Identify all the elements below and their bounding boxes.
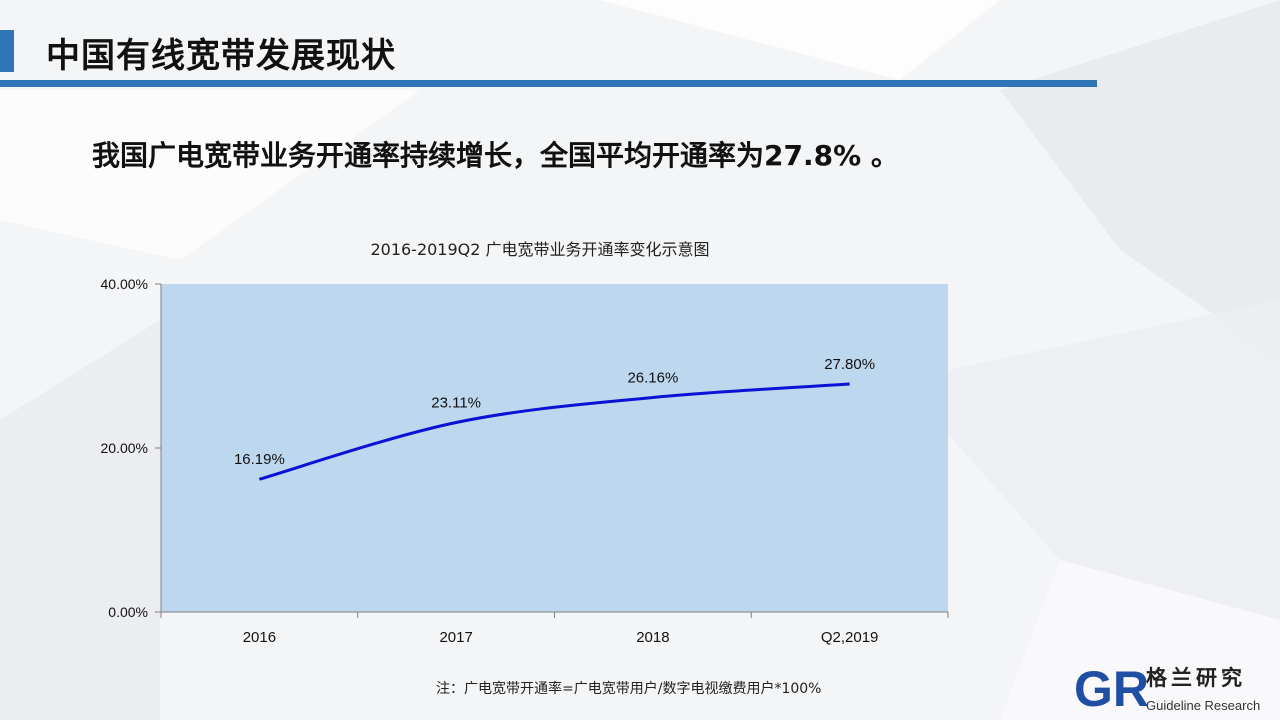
y-tick-label: 40.00%: [101, 276, 148, 292]
y-tick-label: 20.00%: [101, 440, 148, 456]
data-label: 23.11%: [431, 394, 481, 411]
y-tick-label: 0.00%: [108, 604, 148, 620]
data-label: 16.19%: [234, 451, 285, 468]
x-tick-label: 2016: [243, 629, 276, 646]
data-label: 26.16%: [627, 369, 678, 386]
logo-chinese-name: 格兰研究: [1146, 666, 1246, 690]
chart-title: 2016-2019Q2 广电宽带业务开通率变化示意图: [370, 240, 710, 259]
headline-text: 我国广电宽带业务开通率持续增长，全国平均开通率为27.8% 。: [92, 139, 899, 172]
guideline-logo-icon: GR: [1074, 661, 1149, 716]
logo-english-name: Guideline Research: [1146, 698, 1261, 713]
series-line: [258, 382, 850, 481]
page-title: 中国有线宽带发展现状: [46, 36, 396, 76]
footnote: 注：广电宽带开通率=广电宽带用户/数字电视缴费用户*100%: [436, 681, 822, 697]
x-tick-label: 2018: [636, 629, 669, 646]
title-accent-bar: [0, 30, 14, 72]
x-tick-label: Q2,2019: [821, 629, 879, 646]
title-divider: [0, 80, 1097, 87]
logo-mark: GR: [1074, 661, 1149, 716]
x-tick-label: 2017: [439, 629, 472, 646]
data-label: 27.80%: [824, 356, 875, 373]
plot-area: [161, 284, 948, 612]
